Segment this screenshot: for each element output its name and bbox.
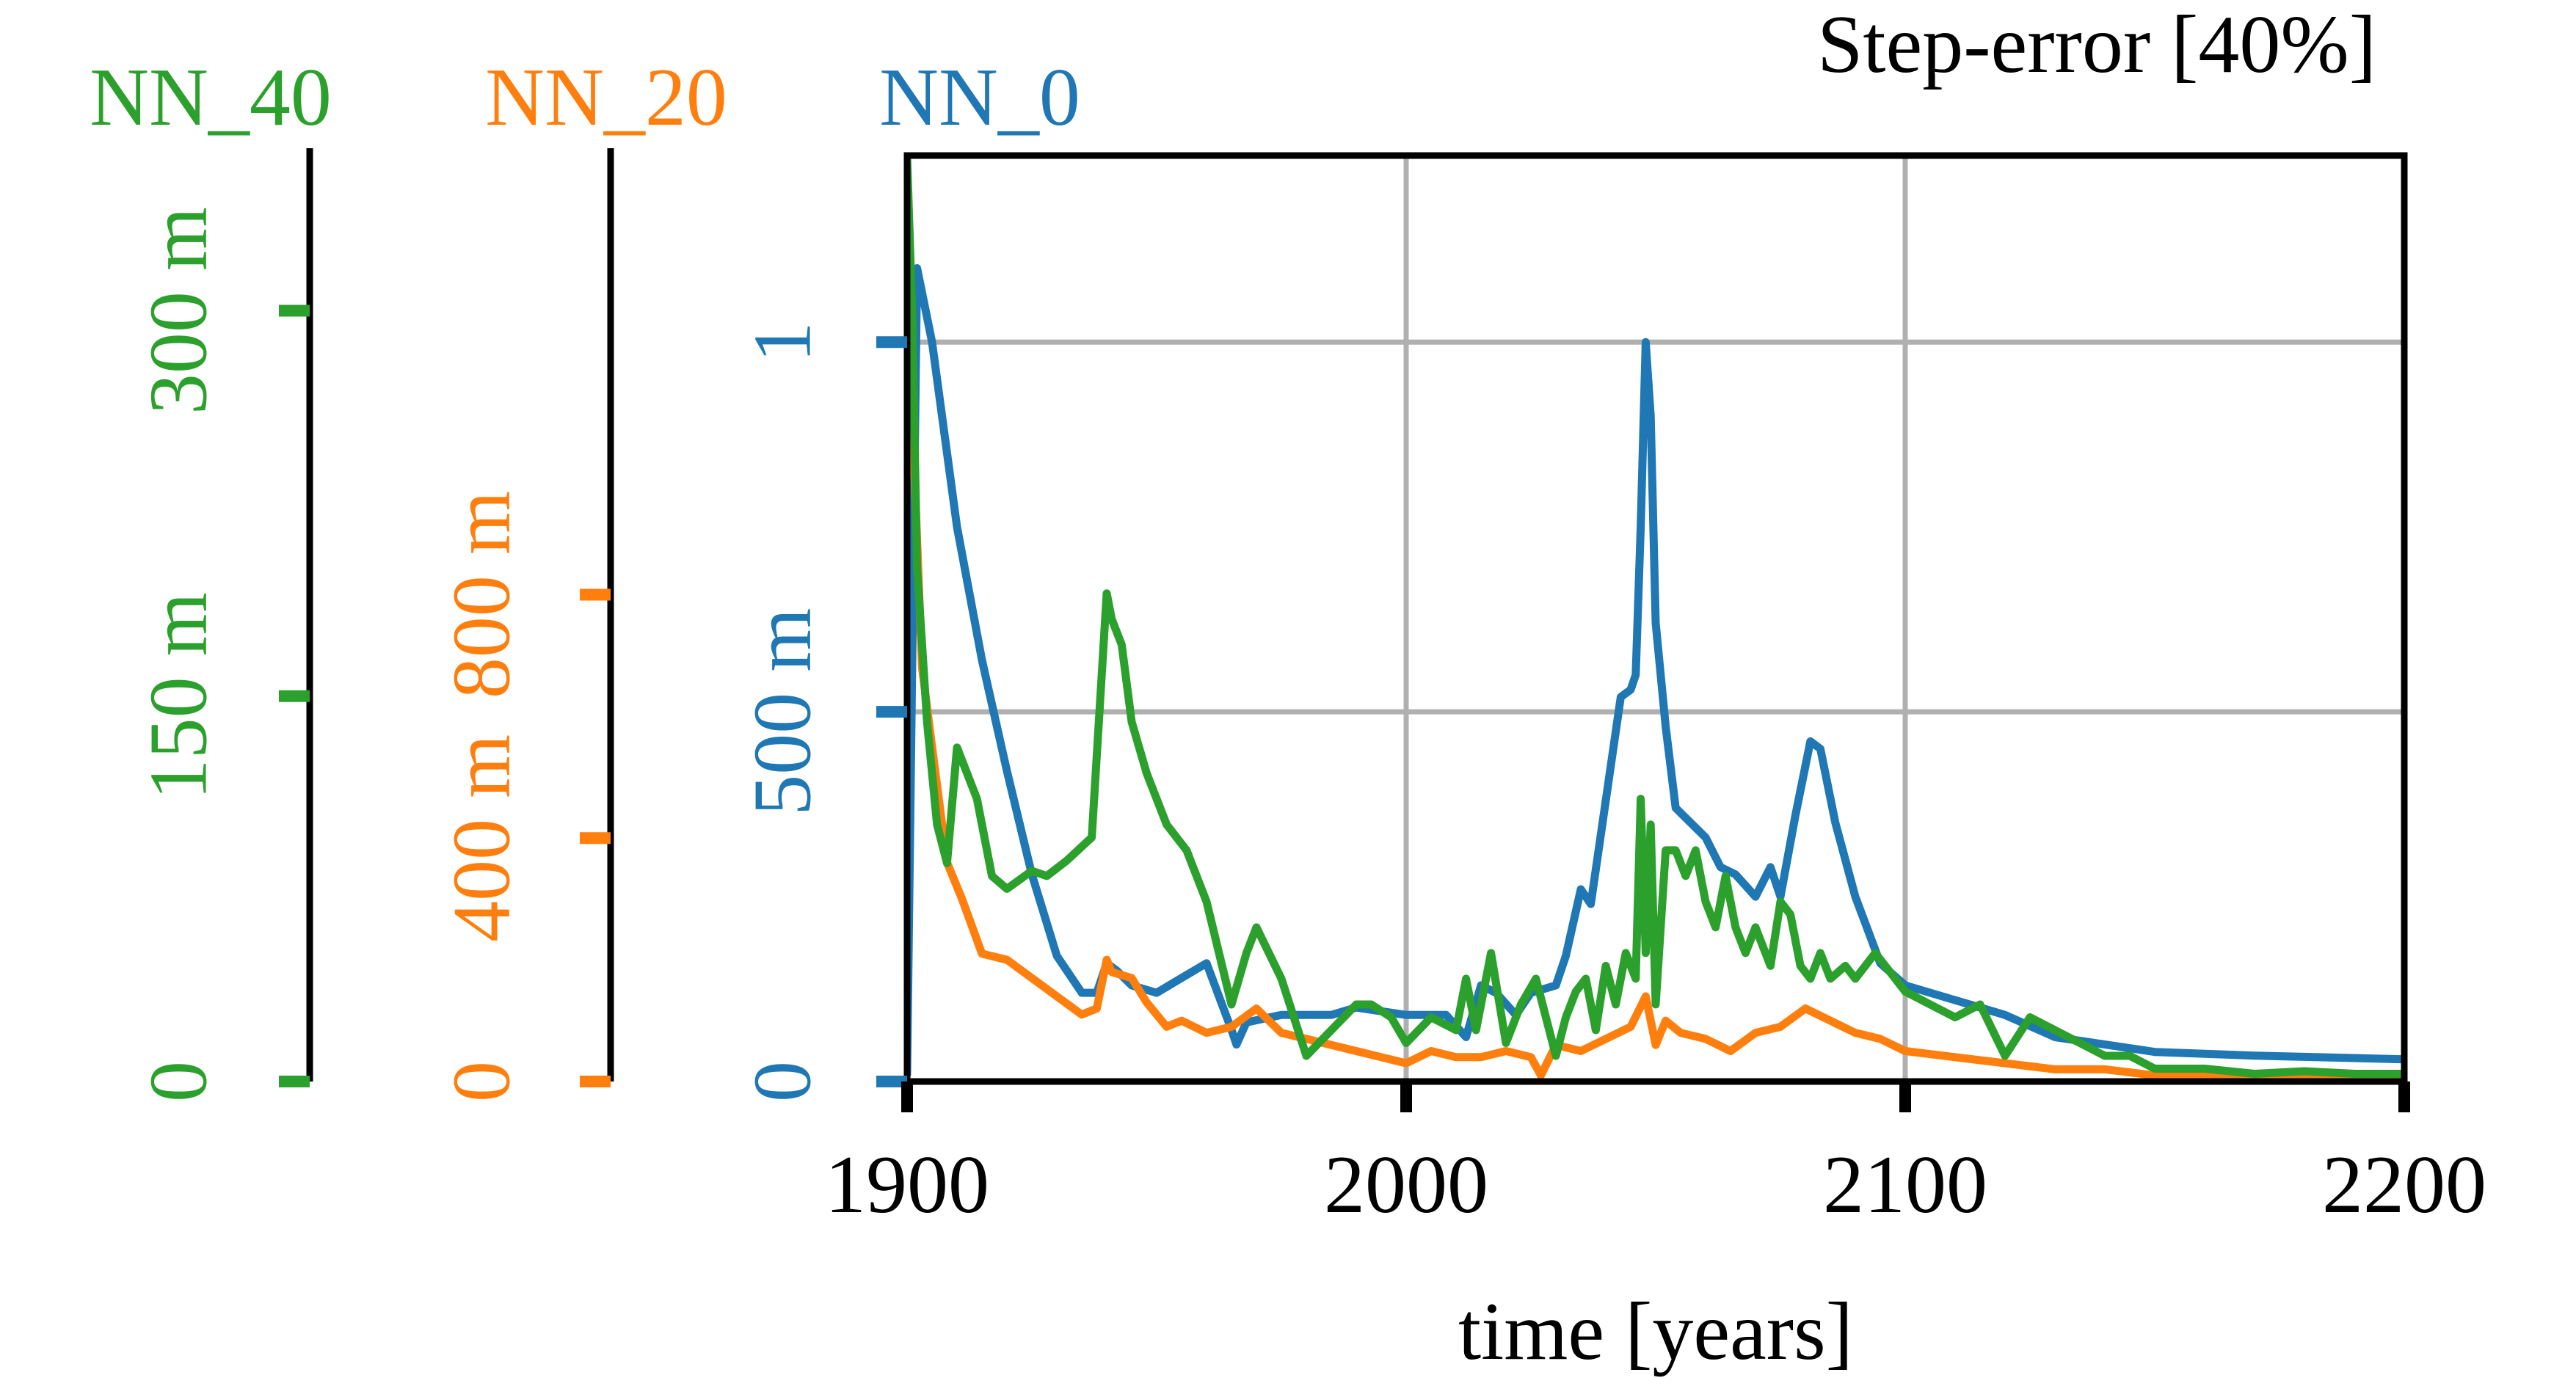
axis-name-nn40: NN_40 — [90, 52, 332, 143]
plot-frame — [903, 152, 2408, 1085]
x-tick-label-3: 2200 — [2322, 1139, 2486, 1230]
axis-2-tick-label-2: 1 — [738, 321, 829, 362]
axis-0-tick-label-0: 0 — [134, 1061, 225, 1102]
axis-1-tick-label-0: 0 — [437, 1061, 528, 1102]
axis-1-tick-label-1: 400 m — [437, 734, 528, 942]
axis-2-tick-label-0: 0 — [738, 1061, 829, 1102]
x-tick-label-2: 2100 — [1823, 1139, 1987, 1230]
series-line-nn40 — [907, 156, 2404, 1078]
x-tick-label-1: 2000 — [1324, 1139, 1488, 1230]
series-line-nn20 — [907, 164, 2404, 1080]
aux-axes: 0 150 m 300 m 0 400 m 800 m 0 500 m 1 — [134, 148, 907, 1102]
axis-name-nn0: NN_0 — [879, 52, 1080, 143]
series-layer — [907, 156, 2404, 1080]
axis-0-tick-label-2: 300 m — [134, 207, 225, 415]
axis-1-tick-label-2: 800 m — [437, 491, 528, 699]
axis-0-tick-label-1: 150 m — [134, 592, 225, 800]
x-tick-label-0: 1900 — [825, 1139, 989, 1230]
chart-title: Step-error [40%] — [1817, 0, 2376, 90]
axis-2-tick-label-1: 500 m — [738, 608, 829, 816]
x-axis-label: time [years] — [1458, 1286, 1853, 1377]
axis-name-nn20: NN_20 — [485, 52, 727, 143]
x-ticks: 1900 2000 2100 2200 — [825, 1082, 2486, 1230]
